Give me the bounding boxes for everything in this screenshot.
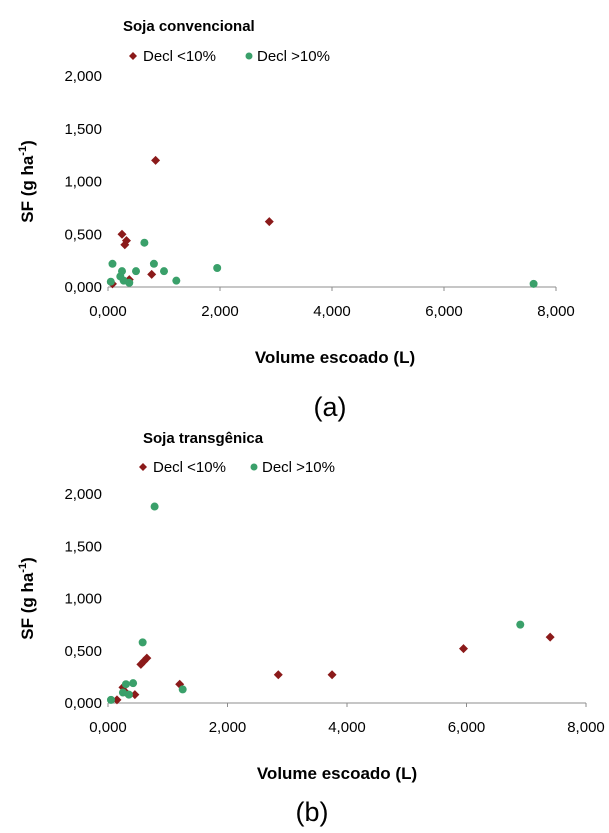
data-point-diamond xyxy=(130,690,140,700)
data-point-circle xyxy=(132,267,140,276)
x-tick-label: 8,000 xyxy=(537,303,575,320)
data-point-diamond xyxy=(112,695,122,705)
data-point-circle xyxy=(108,259,117,268)
x-tick-label: 0,000 xyxy=(89,719,127,736)
legend: Decl <10% Decl >10% xyxy=(139,459,335,476)
chart-title: Soja convencional xyxy=(123,18,255,35)
data-point-diamond xyxy=(151,155,161,165)
y-tick-label: 0,500 xyxy=(64,226,102,243)
data-point-circle xyxy=(172,276,181,285)
data-point-circle xyxy=(106,695,115,704)
x-tick-label: 2,000 xyxy=(209,719,247,736)
x-tick-label: 4,000 xyxy=(313,303,351,320)
data-point-circle xyxy=(129,679,138,688)
data-point-diamond xyxy=(273,670,283,680)
data-point-circle xyxy=(118,267,126,276)
data-point-circle xyxy=(121,680,130,689)
legend-label: Decl >10% xyxy=(257,48,330,65)
y-tick-label: 2,000 xyxy=(64,68,102,85)
x-tick-label: 4,000 xyxy=(328,719,366,736)
data-point-diamond xyxy=(327,670,337,680)
legend-label: Decl <10% xyxy=(153,459,226,476)
data-point-circle xyxy=(106,277,115,286)
x-axis-title: Volume escoado (L) xyxy=(255,348,415,367)
data-point-diamond xyxy=(117,229,127,239)
y-tick-label: 2,000 xyxy=(64,486,102,503)
data-point-circle xyxy=(149,259,158,268)
data-point-circle xyxy=(213,264,222,273)
x-tick-label: 2,000 xyxy=(201,303,239,320)
x-tick-label: 6,000 xyxy=(425,303,463,320)
legend-label: Decl >10% xyxy=(262,459,335,476)
y-axis-title-suffix: ) xyxy=(18,140,37,146)
series-decl-lt-10 xyxy=(112,632,555,705)
y-axis-title-suffix: ) xyxy=(18,557,37,563)
data-point-circle xyxy=(138,638,147,647)
x-axis-title: Volume escoado (L) xyxy=(257,764,417,783)
legend: Decl <10% Decl >10% xyxy=(129,48,330,65)
data-point-circle xyxy=(140,238,149,247)
data-point-circle xyxy=(124,690,133,699)
legend-marker-decl-gt-10 xyxy=(245,52,253,60)
data-point-diamond xyxy=(142,653,152,663)
y-axis-title: SF (g ha-1) xyxy=(17,557,37,640)
data-point-diamond xyxy=(147,269,157,279)
x-tick-label: 6,000 xyxy=(448,719,486,736)
data-point-circle xyxy=(178,685,187,694)
data-point-circle xyxy=(150,502,159,511)
chart-panel-b: Soja transgênica Decl <10% Decl >10% 0,000 0… xyxy=(17,430,605,827)
y-axis-title-superscript: -1 xyxy=(17,146,29,156)
data-point-circle xyxy=(125,278,134,287)
legend-marker-decl-gt-10 xyxy=(250,463,258,471)
series-decl-gt-10 xyxy=(106,502,525,704)
legend-label: Decl <10% xyxy=(143,48,216,65)
y-axis-title-superscript: -1 xyxy=(17,563,29,573)
data-point-diamond xyxy=(459,644,469,654)
chart-title: Soja transgênica xyxy=(143,430,264,447)
y-axis-title: SF (g ha-1) xyxy=(17,140,37,223)
data-point-diamond xyxy=(264,217,274,227)
x-tick-label: 8,000 xyxy=(567,719,605,736)
y-tick-label: 1,500 xyxy=(64,538,102,555)
series-decl-lt-10 xyxy=(107,155,274,289)
y-tick-label: 0,000 xyxy=(64,279,102,296)
y-tick-label: 1,000 xyxy=(64,174,102,191)
legend-marker-decl-lt-10 xyxy=(139,463,147,471)
data-point-circle xyxy=(160,267,168,276)
data-point-circle xyxy=(529,279,538,288)
y-tick-label: 0,500 xyxy=(64,643,102,660)
y-tick-label: 0,000 xyxy=(64,695,102,712)
legend-marker-decl-lt-10 xyxy=(129,52,137,60)
y-axis-title-main: SF (g ha xyxy=(18,155,37,223)
data-point-circle xyxy=(516,620,525,629)
data-point-diamond xyxy=(121,236,131,246)
panel-label: (b) xyxy=(296,797,329,827)
series-decl-gt-10 xyxy=(106,238,538,288)
y-axis-title-main: SF (g ha xyxy=(18,572,37,640)
panel-label: (a) xyxy=(314,392,347,422)
data-point-diamond xyxy=(545,632,555,642)
x-tick-label: 0,000 xyxy=(89,303,127,320)
chart-panel-a: Soja convencional Decl <10% Decl >10% 0,000… xyxy=(17,18,575,422)
y-tick-label: 1,000 xyxy=(64,591,102,608)
y-tick-label: 1,500 xyxy=(64,121,102,138)
